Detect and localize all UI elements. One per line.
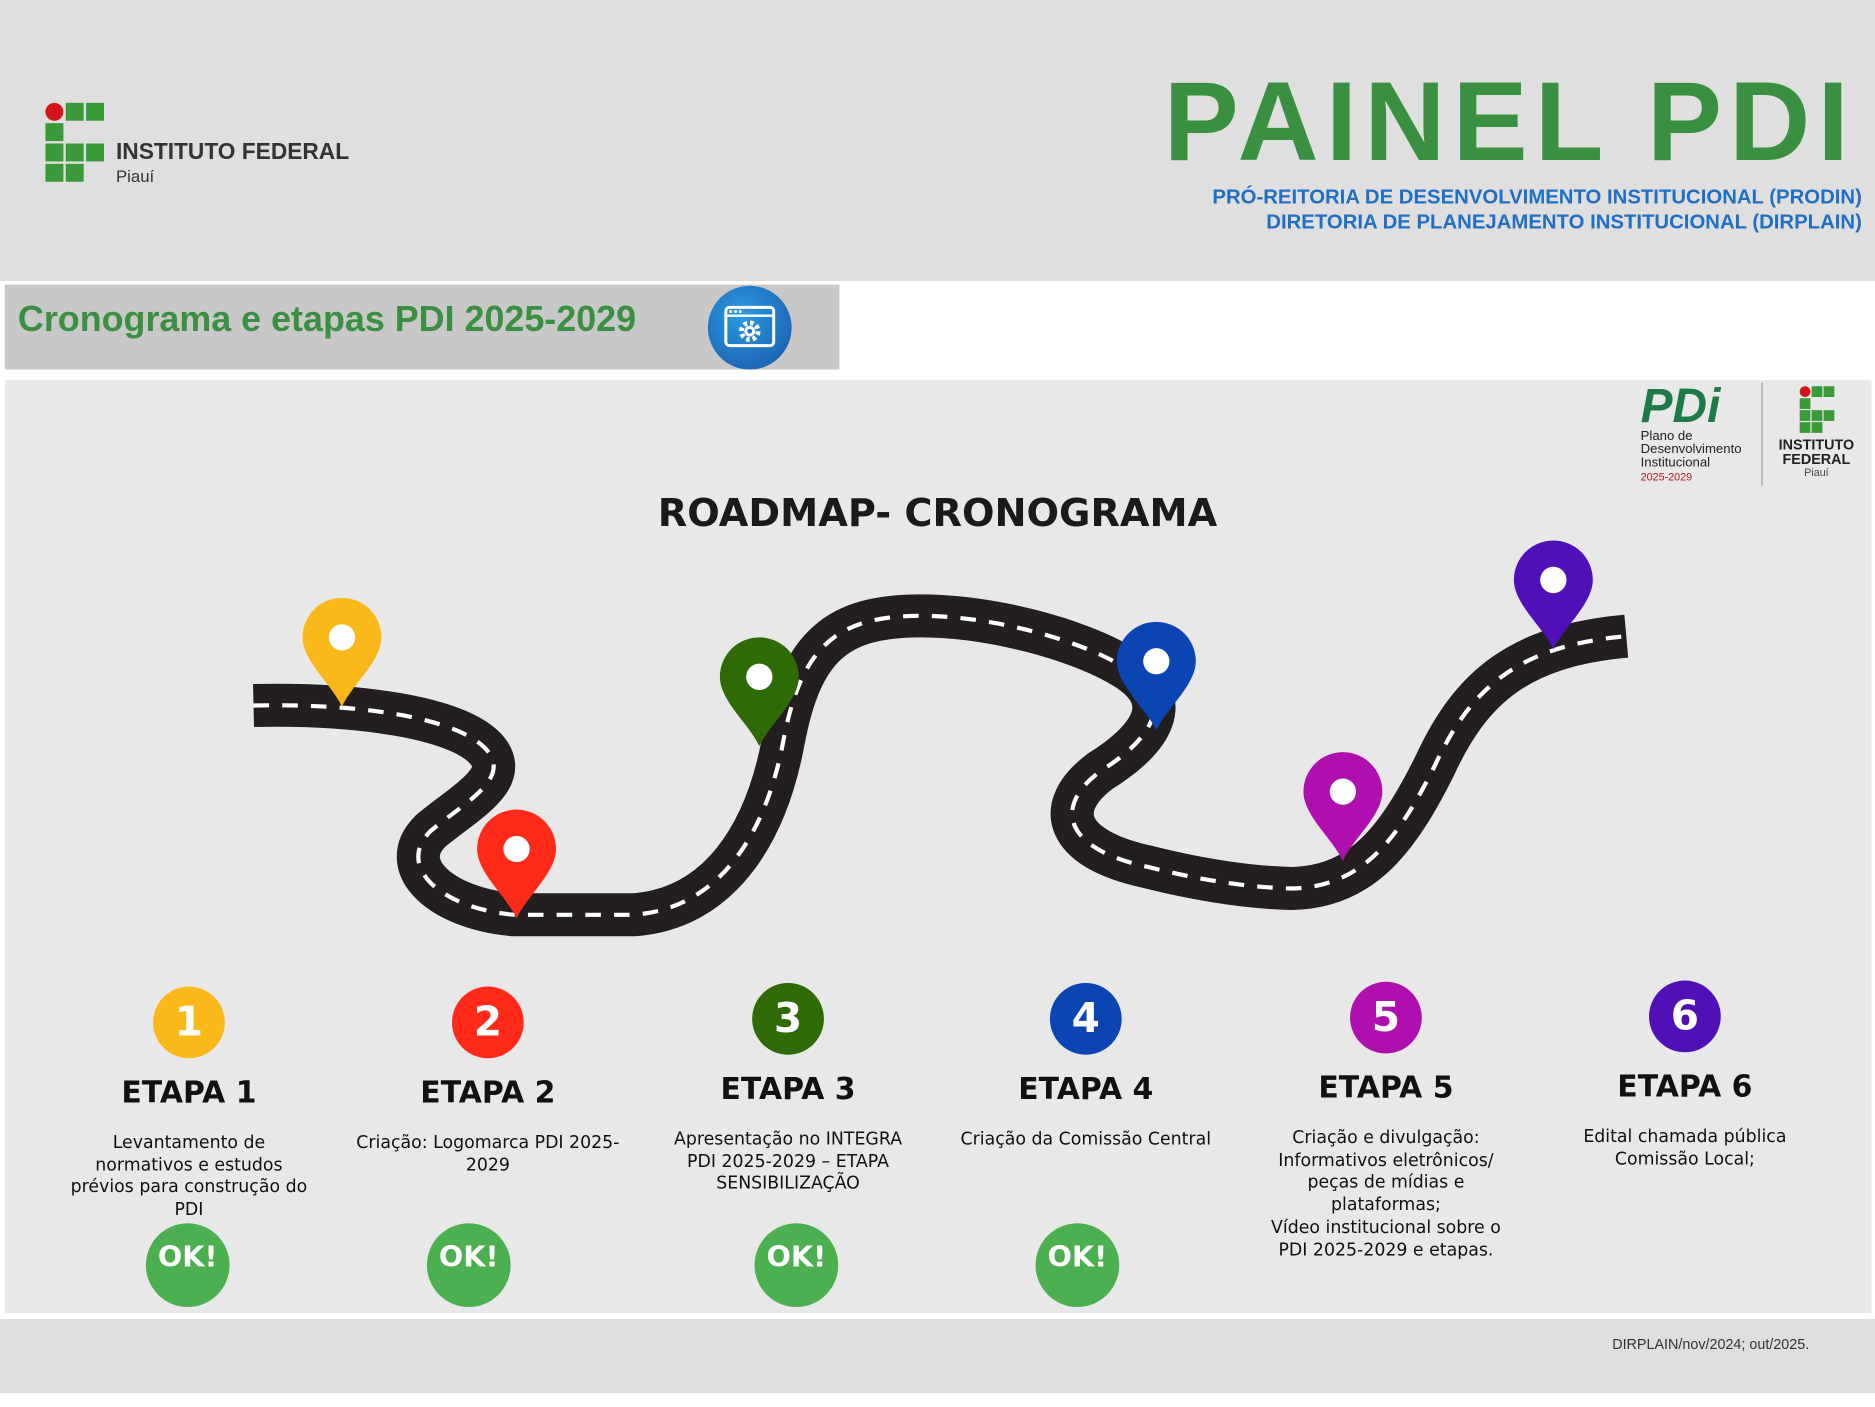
if-logo: INSTITUTO FEDERAL Piauí bbox=[45, 102, 349, 185]
stage-label: ETAPA 6 bbox=[1617, 1069, 1753, 1104]
stage-status-ok-badge: OK! bbox=[145, 1223, 230, 1308]
pdi-logo-line3: Institucional bbox=[1640, 455, 1711, 470]
if-logo-campus: Piauí bbox=[115, 166, 155, 186]
stage-label: ETAPA 2 bbox=[420, 1075, 556, 1110]
map-pin-hole bbox=[746, 663, 773, 690]
map-pin-icon bbox=[1513, 540, 1593, 650]
subtitle-dirplain: DIRETORIA DE PLANEJAMENTO INSTITUCIONAL … bbox=[1266, 210, 1862, 234]
stage-label: ETAPA 5 bbox=[1318, 1070, 1454, 1105]
pdi-logo: PDi Plano de Desenvolvimento Institucion… bbox=[1641, 383, 1761, 485]
map-pin-hole bbox=[503, 835, 530, 863]
map-pin-hole bbox=[1329, 778, 1357, 805]
if-logo-name: INSTITUTO FEDERAL bbox=[115, 139, 350, 166]
stage-status-ok-badge: OK! bbox=[1035, 1223, 1120, 1308]
roadmap-panel bbox=[4, 380, 1872, 1313]
map-pin-hole bbox=[328, 624, 356, 651]
stage-number-badge: 5 bbox=[1350, 981, 1422, 1054]
subtitle-prodin: PRÓ-REITORIA DE DESENVOLVIMENTO INSTITUC… bbox=[1212, 185, 1862, 209]
browser-gear-icon[interactable] bbox=[707, 285, 792, 370]
pdi-logo-line2: Desenvolvimento bbox=[1640, 442, 1742, 457]
logo-divider bbox=[1761, 382, 1763, 486]
stage-description: Criação e divulgação: Informativos eletr… bbox=[1271, 1128, 1501, 1260]
map-pin-hole bbox=[1143, 648, 1170, 675]
stage-number-badge: 6 bbox=[1649, 980, 1721, 1053]
if-logo-small-line1: INSTITUTO bbox=[1778, 436, 1855, 454]
stage-label: ETAPA 4 bbox=[1018, 1071, 1154, 1107]
map-pin-icon bbox=[719, 637, 799, 747]
stage-status-ok-badge: OK! bbox=[754, 1223, 839, 1308]
section-title: Cronograma e etapas PDI 2025-2029 bbox=[17, 300, 637, 340]
stage-label: ETAPA 3 bbox=[720, 1071, 856, 1107]
footer: DIRPLAIN/nov/2024; out/2025. bbox=[0, 1318, 1875, 1394]
stage-description: Edital chamada pública Comissão Local; bbox=[1583, 1127, 1787, 1170]
if-logo-small-mark bbox=[1775, 386, 1859, 433]
pdi-logo-mark: PDi bbox=[1640, 380, 1721, 433]
stage-status-ok-badge: OK! bbox=[426, 1223, 511, 1308]
footer-text: DIRPLAIN/nov/2024; out/2025. bbox=[1612, 1335, 1810, 1353]
stage-description: Apresentação no INTEGRA PDI 2025-2029 – … bbox=[674, 1130, 903, 1194]
if-logo-small-line2: FEDERAL bbox=[1782, 450, 1851, 468]
if-logo-small: INSTITUTO FEDERAL Piauí bbox=[1775, 386, 1859, 478]
page-title: PAINEL PDI bbox=[1163, 58, 1856, 185]
header: INSTITUTO FEDERAL Piauí PAINEL PDI PRÓ-R… bbox=[0, 0, 1875, 282]
road-center-line bbox=[253, 613, 1627, 917]
stage-description: Criação: Logomarca PDI 2025-2029 bbox=[356, 1133, 620, 1176]
pdi-logo-line1: Plano de bbox=[1640, 429, 1693, 444]
road bbox=[253, 594, 1629, 937]
map-pin-icon bbox=[302, 597, 382, 707]
map-pin-icon bbox=[1303, 752, 1383, 861]
stage-number-badge: 4 bbox=[1049, 982, 1122, 1055]
stage-label: ETAPA 1 bbox=[121, 1075, 257, 1110]
stage-number-badge: 1 bbox=[153, 986, 225, 1059]
stage-number-badge: 3 bbox=[752, 982, 824, 1055]
stage-description: Levantamento de normativos e estudos pré… bbox=[70, 1133, 308, 1220]
stage-number-badge: 2 bbox=[452, 986, 524, 1059]
map-pin-icon bbox=[477, 809, 557, 919]
stage-description: Criação da Comissão Central bbox=[960, 1130, 1212, 1150]
roadmap-title: ROADMAP- CRONOGRAMA bbox=[657, 490, 1218, 536]
pdi-logo-years: 2025-2029 bbox=[1640, 471, 1693, 484]
map-pin-hole bbox=[1540, 566, 1567, 594]
section-title-bar: Cronograma e etapas PDI 2025-2029 bbox=[4, 284, 840, 370]
if-logo-small-campus: Piauí bbox=[1804, 466, 1829, 479]
if-logo-mark bbox=[45, 102, 105, 182]
map-pin-icon bbox=[1116, 621, 1196, 731]
